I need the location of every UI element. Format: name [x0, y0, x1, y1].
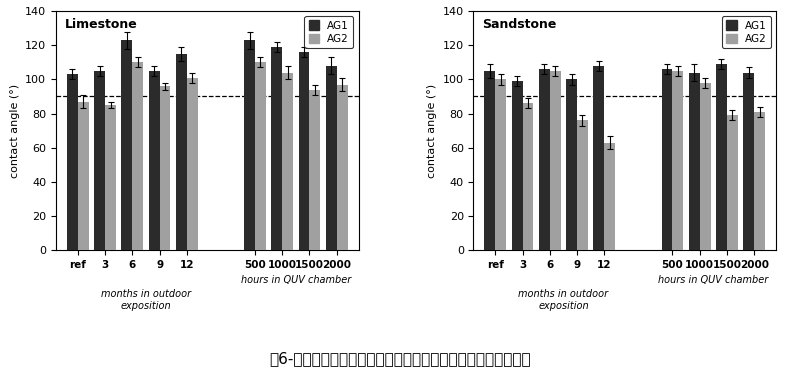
Bar	[716, 64, 727, 250]
Text: Sandstone: Sandstone	[482, 18, 557, 31]
Bar	[495, 79, 506, 250]
Bar	[176, 54, 187, 250]
Text: hours in QUV chamber: hours in QUV chamber	[658, 275, 769, 285]
Bar	[566, 79, 577, 250]
Bar	[187, 78, 198, 250]
Bar	[159, 86, 170, 250]
Bar	[743, 72, 754, 250]
Bar	[727, 115, 738, 250]
Bar	[673, 71, 683, 250]
Bar	[484, 71, 495, 250]
Bar	[271, 47, 282, 250]
Text: months in outdoor
exposition: months in outdoor exposition	[518, 289, 609, 311]
Bar	[689, 72, 700, 250]
Text: Limestone: Limestone	[65, 18, 138, 31]
Bar	[754, 112, 765, 250]
Bar	[522, 103, 534, 250]
Bar	[700, 83, 710, 250]
Bar	[67, 74, 78, 250]
Bar	[298, 52, 310, 250]
Legend: AG1, AG2: AG1, AG2	[305, 16, 354, 48]
Bar	[244, 40, 255, 250]
Y-axis label: contact angle (°): contact angle (°)	[10, 84, 19, 178]
Text: 图6-自然和人工老化后石灰石和砂岩的防涂鸦涂层表面的接触角: 图6-自然和人工老化后石灰石和砂岩的防涂鸦涂层表面的接触角	[269, 351, 531, 366]
Y-axis label: contact angle (°): contact angle (°)	[427, 84, 437, 178]
Bar	[255, 62, 266, 250]
Bar	[105, 105, 116, 250]
Bar	[337, 85, 348, 250]
Bar	[662, 69, 673, 250]
Bar	[550, 71, 561, 250]
Bar	[326, 66, 337, 250]
Text: hours in QUV chamber: hours in QUV chamber	[241, 275, 351, 285]
Bar	[577, 120, 588, 250]
Legend: AG1, AG2: AG1, AG2	[722, 16, 770, 48]
Bar	[539, 69, 550, 250]
Bar	[94, 71, 105, 250]
Text: months in outdoor
exposition: months in outdoor exposition	[101, 289, 191, 311]
Bar	[122, 40, 132, 250]
Bar	[310, 90, 320, 250]
Bar	[78, 102, 89, 250]
Bar	[604, 143, 615, 250]
Bar	[282, 72, 293, 250]
Bar	[594, 66, 604, 250]
Bar	[149, 71, 159, 250]
Bar	[512, 81, 522, 250]
Bar	[132, 62, 143, 250]
